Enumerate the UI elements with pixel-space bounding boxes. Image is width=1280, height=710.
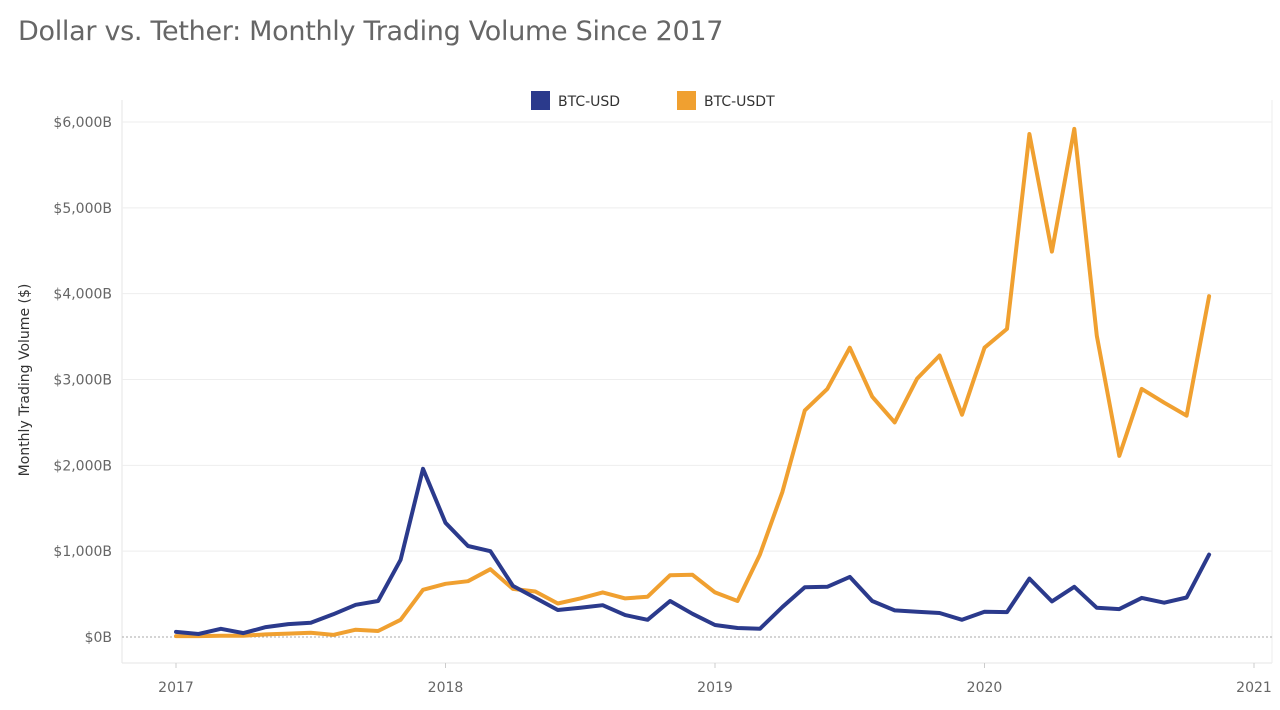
legend-label-btc-usd: BTC-USD	[558, 94, 620, 110]
y-axis-label: Monthly Trading Volume ($)	[17, 284, 33, 477]
y-tick-label: $2,000B	[53, 458, 112, 474]
x-tick-label: 2018	[428, 680, 464, 696]
x-tick-label: 2019	[697, 680, 733, 696]
legend-label-btc-usdt: BTC-USDT	[704, 94, 775, 110]
legend-swatch-btc-usdt	[677, 91, 696, 110]
y-tick-label: $1,000B	[53, 544, 112, 560]
series-line-btc-usdt	[174, 126, 1212, 639]
x-tick-label: 2020	[967, 680, 1003, 696]
x-tick-label: 2021	[1236, 680, 1272, 696]
chart-title: Dollar vs. Tether: Monthly Trading Volum…	[18, 16, 724, 47]
y-tick-label: $5,000B	[53, 201, 112, 217]
y-tick-label: $4,000B	[53, 287, 112, 303]
y-tick-label: $6,000B	[53, 115, 112, 131]
y-tick-label: $3,000B	[53, 373, 112, 389]
legend-swatch-btc-usd	[531, 91, 550, 110]
y-tick-label: $0B	[85, 630, 112, 646]
x-tick-label: 2017	[158, 680, 194, 696]
